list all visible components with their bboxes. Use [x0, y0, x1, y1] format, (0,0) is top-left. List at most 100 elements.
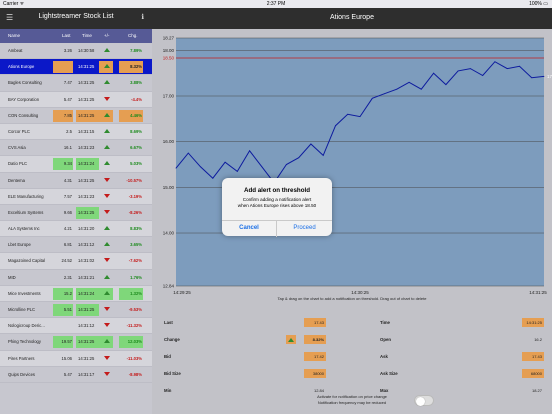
down-arrow-icon [104, 355, 110, 360]
table-row[interactable]: Mice Investments 15.2 14:31:24 1.32% [0, 285, 152, 302]
last-highlight [53, 336, 73, 349]
info-icon[interactable]: ℹ [141, 14, 144, 21]
ask-size-box [522, 369, 544, 378]
y-tick-label: 18.00 [163, 48, 175, 53]
down-arrow-icon [104, 193, 110, 198]
change-value: 8.32% [312, 337, 324, 342]
table-row[interactable]: CVS Asia 16.1 14:31:23 6.67% [0, 140, 152, 157]
table-row[interactable]: BAY Corporation 5.47 14:31:25 -4.4% [0, 91, 152, 108]
stock-list-navbar: ☰ Lightstreamer Stock List ℹ [0, 8, 152, 29]
stock-last: 5.47 [63, 96, 72, 102]
chart-svg[interactable]: 12.84 14.00 15.00 16.00 17.00 18.00 18.27 18.50… [152, 29, 552, 299]
stock-last: 4.31 [63, 177, 72, 183]
y-tick-label: 12.84 [163, 284, 175, 289]
data-point [506, 68, 508, 70]
table-row[interactable]: Bagles Consulting 7.47 14:31:25 3.88% [0, 75, 152, 92]
stock-name: Nologicroup Deric... [8, 323, 45, 329]
data-point [470, 68, 471, 70]
down-arrow-icon [104, 258, 110, 263]
change-label: Change [164, 337, 180, 342]
table-row[interactable]: Ambeat 3.26 14:30:58 7.89% [0, 43, 152, 60]
stock-last: 6.81 [63, 242, 72, 248]
stock-time: 14:31:20 [78, 226, 95, 232]
stock-last: 9.34 [63, 161, 72, 167]
header-name: Name [8, 33, 21, 38]
stock-chg: -4.4% [131, 96, 142, 102]
data-point [384, 93, 385, 95]
bid-label: Bid [164, 354, 171, 359]
table-row[interactable]: Phing Technology 19.57 14:31:25 12.03% [0, 334, 152, 351]
list-icon[interactable]: ☰ [6, 13, 14, 22]
time-highlight [76, 206, 99, 219]
stock-name: Quips Devices [8, 371, 35, 377]
header-last: Last [62, 33, 71, 38]
table-row[interactable]: Nologicroup Deric... 14:31:12 -11.32% [0, 318, 152, 335]
stock-last: 15.2 [63, 290, 72, 296]
up-arrow-icon [104, 290, 110, 295]
stock-time: 14:31:25 [78, 355, 95, 361]
stock-name: Magazoined Capital [8, 258, 46, 264]
stock-time: 14:31:25 [78, 307, 95, 312]
table-row[interactable]: Microlline PLC 5.51 14:31:25 -9.53% [0, 302, 152, 319]
data-point [420, 88, 422, 90]
table-row[interactable]: ELE Manufacturing 7.57 14:31:23 -3.19% [0, 188, 152, 205]
table-row[interactable]: Exceltium Systems 9.66 14:31:25 -8.26% [0, 205, 152, 222]
table-row[interactable]: Magazoined Capital 24.52 14:31:02 -7.62% [0, 253, 152, 270]
cancel-button[interactable]: Cancel [222, 221, 277, 237]
stock-name: CVS Asia [8, 145, 26, 151]
stock-table: Ambeat 3.26 14:30:58 7.89% Ations Europe 14:3… [0, 43, 152, 383]
stock-time: 14:31:24 [78, 161, 95, 167]
table-row[interactable]: Datio PLC 9.34 14:31:24 5.03% [0, 156, 152, 173]
min-value: 12.84 [313, 388, 324, 393]
data-point [200, 166, 201, 168]
carrier-label: Carrier ᯤ [3, 1, 25, 7]
data-point [175, 167, 177, 169]
last-highlight [53, 304, 73, 316]
data-point [408, 81, 410, 83]
proceed-button[interactable]: Proceed [293, 225, 316, 231]
stock-time: 14:31:25 [78, 177, 95, 183]
stock-last: 9.66 [63, 209, 72, 215]
stock-list-title: Lightstreamer Stock List [38, 13, 114, 20]
table-row[interactable]: CON Consulting 7.85 14:31:25 4.46% [0, 108, 152, 124]
data-point [482, 75, 484, 76]
chg-highlight [119, 61, 143, 74]
stock-name: Microlline PLC [8, 307, 35, 312]
table-header: Name Last Time +/- Chg. [0, 29, 152, 43]
stock-name: Datio PLC [8, 161, 28, 167]
table-row[interactable]: Pires Partners 15.06 14:31:25 -11.03% [0, 350, 152, 367]
table-row[interactable]: Lbet Europe 6.81 14:31:12 3.65% [0, 237, 152, 254]
alert-title: Add alert on threshold [243, 187, 310, 194]
status-bar: Carrier ᯤ 2:37 PM 100% ▭ [0, 0, 552, 8]
x-tick-label: 14:31:25 [529, 290, 547, 295]
threshold-alert-dialog: Add alert on threshold Confirm adding a … [222, 178, 332, 237]
stock-name: Exceltium Systems [8, 209, 44, 215]
stock-time: 14:31:17 [78, 371, 95, 377]
table-row[interactable]: MID 2.31 14:31:21 1.76% [0, 270, 152, 286]
time-highlight [76, 158, 99, 171]
table-row[interactable]: Ations Europe 14:31:25 8.32% [0, 59, 152, 76]
up-arrow-icon [104, 226, 110, 231]
stock-chg: 1.32% [130, 290, 142, 296]
stock-last: 19.57 [61, 339, 72, 345]
table-row[interactable]: ALA Systems Inc 4.21 14:31:20 8.83% [0, 221, 152, 238]
table-row[interactable]: Quips Devices 5.47 14:31:17 -8.98% [0, 367, 152, 383]
up-arrow-icon [104, 242, 110, 247]
table-row[interactable]: Dentema 4.31 14:31:25 -10.57% [0, 173, 152, 189]
up-arrow-icon [104, 274, 110, 279]
up-arrow-icon [104, 112, 110, 117]
data-point [396, 88, 398, 90]
chg-highlight [119, 109, 143, 122]
stock-chg: 1.76% [130, 274, 142, 280]
alert-message: Confirm adding a notification alert when… [222, 197, 332, 209]
price-chart[interactable]: 12.84 14.00 15.00 16.00 17.00 18.00 18.27 18.50… [152, 29, 552, 299]
notification-toggle[interactable] [414, 395, 434, 406]
y-tick-label: 18.27 [163, 36, 175, 41]
stock-name: Corcor PLC [8, 128, 30, 134]
notification-text-1: Activate for notification on price chang… [317, 394, 387, 399]
table-row[interactable]: Corcor PLC 2.5 14:31:15 8.69% [0, 123, 152, 141]
stock-last: 7.85 [63, 112, 72, 118]
bid-value: 17.42 [313, 354, 324, 359]
stock-chg: 8.69% [130, 128, 142, 134]
stock-chg: -9.53% [128, 307, 142, 312]
